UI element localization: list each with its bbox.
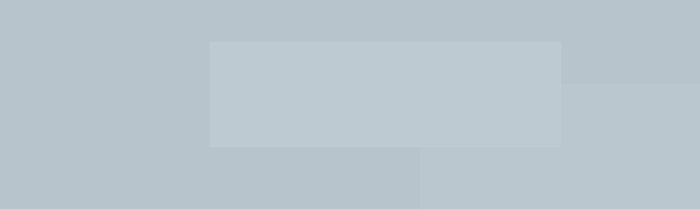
Bar bbox=[420, 84, 700, 209]
Bar bbox=[210, 42, 560, 146]
Text: 2: 2 bbox=[12, 72, 22, 87]
Text: (unbalanced): (unbalanced) bbox=[512, 72, 631, 87]
Text: reactant is limiting, then calculate mass of CO₂ produced?: reactant is limiting, then calculate mas… bbox=[12, 132, 439, 147]
Text: [6 marks]: [6 marks] bbox=[619, 132, 690, 147]
Text: If 13.0 mL of 3.0 M H₂SO₄ are added to 732 mL of 0.112 M NaHCO₃, determine which: If 13.0 mL of 3.0 M H₂SO₄ are added to 7… bbox=[12, 116, 633, 131]
Text: NaHCO₃(aq)  +  H₂SO₄(aq)  →  2CO₂(g)  +  Na₂SO₄(aq)  +  2H₂O(ℓ): NaHCO₃(aq) + H₂SO₄(aq) → 2CO₂(g) + Na₂SO… bbox=[22, 72, 547, 87]
Text: according to the following equation:: according to the following equation: bbox=[12, 30, 276, 45]
Text: Aqueous solutions of sodium bicarbonate and sulfuric acid react to produce carbo: Aqueous solutions of sodium bicarbonate … bbox=[12, 15, 679, 30]
